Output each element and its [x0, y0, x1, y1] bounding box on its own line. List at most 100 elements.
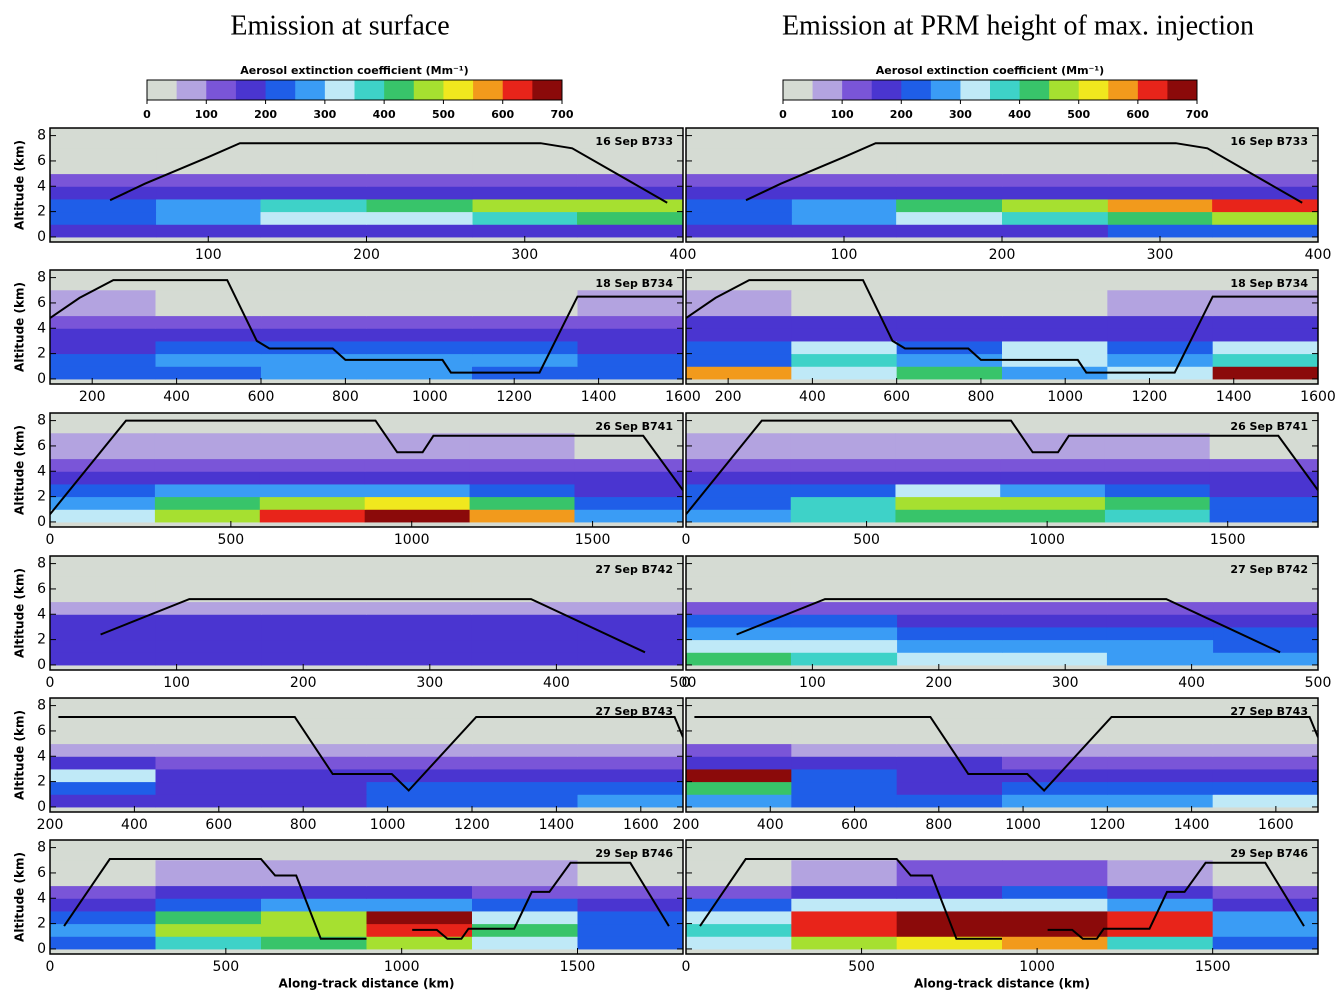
heatmap-cell — [50, 923, 156, 937]
heatmap-cell — [1002, 601, 1108, 615]
heatmap-cell — [1107, 315, 1214, 329]
heatmap-cell — [1107, 885, 1214, 899]
plot-area — [50, 128, 683, 242]
colorbar-swatch — [1167, 80, 1198, 100]
heatmap-cell — [896, 315, 1003, 329]
plot-frame — [685, 269, 1319, 385]
x-tick-label: 800 — [332, 389, 359, 405]
heatmap-cell — [791, 328, 898, 342]
flight-track — [50, 279, 683, 374]
heatmap-cell — [1209, 496, 1318, 510]
heatmap-cell — [1212, 756, 1318, 770]
heatmap-cell — [366, 718, 473, 745]
panel: 100 200 300 400 16 Sep B733 — [685, 127, 1331, 263]
heatmap-cell — [261, 353, 367, 367]
y-tick-label: 4 — [37, 178, 46, 194]
heatmap-cell — [1002, 860, 1108, 887]
heatmap-cell — [895, 496, 1001, 510]
x-tick-label: 100 — [163, 675, 190, 691]
heatmap-cell — [1107, 340, 1214, 355]
heatmap-cell — [472, 224, 578, 238]
heatmap-cell — [897, 601, 1003, 615]
heatmap-cell — [577, 768, 683, 783]
heatmap-cell — [790, 458, 896, 472]
heatmap-cell — [1213, 614, 1318, 628]
x-tick-label: 1600 — [1300, 389, 1336, 405]
panel: 0 500 1000 1500 26 Sep B741 — [682, 412, 1319, 548]
panel: 0 2 4 6 8 0 100 200 300 400 500 27 Sep B742 Altitude… — [13, 555, 696, 691]
heatmap-cell — [261, 781, 367, 795]
heatmap-cell — [686, 885, 792, 899]
heatmap-cell — [791, 860, 898, 887]
panel: 0 500 1000 1500 29 Sep B746 Along-track dista… — [682, 839, 1319, 991]
x-tick-label: 600 — [841, 817, 868, 833]
heatmap-cell — [790, 483, 896, 498]
colorbar-swatch — [443, 80, 474, 100]
heatmap-cell — [366, 860, 473, 887]
heatmap-cell — [261, 328, 367, 342]
heatmap-cell — [1107, 756, 1214, 770]
heatmap-cell — [896, 224, 1003, 238]
heatmap-cell — [261, 923, 367, 937]
heatmap-cell — [261, 366, 367, 380]
heatmap-cell — [1000, 483, 1106, 498]
x-tick-label: 600 — [248, 389, 275, 405]
heatmap-cell — [472, 781, 578, 795]
y-tick-label: 6 — [37, 438, 46, 454]
flight-track — [699, 858, 1305, 940]
heatmap-cell — [261, 315, 367, 329]
heatmap-cell — [1107, 923, 1214, 937]
heatmap-cell — [366, 794, 473, 808]
colorbar-title: Aerosol extinction coefficient (Mm⁻¹) — [876, 64, 1104, 77]
heatmap-cell — [1209, 509, 1318, 523]
heatmap-cell — [686, 366, 792, 380]
heatmap-cell — [155, 652, 262, 666]
y-tick-label: 0 — [37, 229, 46, 245]
y-tick-label: 2 — [37, 632, 46, 648]
colorbar-swatch — [812, 80, 843, 100]
heatmap-cell — [155, 639, 262, 653]
panel-label: 16 Sep B733 — [1230, 135, 1308, 148]
heatmap-cell — [155, 860, 262, 887]
heatmap-cell — [50, 211, 157, 225]
panel-label: 26 Sep B741 — [595, 420, 673, 433]
heatmap-cell — [686, 198, 793, 213]
heatmap-cell — [50, 768, 156, 783]
heatmap-cell — [50, 173, 157, 187]
heatmap-cell — [686, 315, 792, 329]
heatmap-cell — [366, 910, 473, 925]
heatmap-cell — [50, 898, 156, 912]
colorbar-swatch — [206, 80, 237, 100]
panel: 200 400 600 800 1000 1200 1400 1600 27 Sep B743 — [673, 697, 1319, 833]
x-tick-label: 400 — [670, 247, 697, 263]
heatmap-cell — [260, 148, 367, 175]
heatmap-cell — [577, 781, 683, 795]
x-tick-label: 0 — [46, 675, 55, 691]
x-tick-label: 400 — [121, 817, 148, 833]
heatmap-cell — [791, 756, 898, 770]
heatmap-cell — [896, 898, 1003, 912]
heatmap-cell — [896, 743, 1003, 757]
heatmap-cell — [686, 860, 792, 887]
heatmap-cell — [686, 224, 793, 238]
plot-area — [686, 270, 1318, 384]
heatmap-cell — [791, 186, 897, 200]
heatmap-cell — [791, 885, 898, 899]
heatmap-cell — [1002, 652, 1108, 666]
x-tick-label: 300 — [1147, 247, 1174, 263]
heatmap-cell — [50, 290, 156, 317]
heatmap-cell — [366, 340, 473, 355]
heatmap-cell — [155, 885, 262, 899]
heatmap-cell — [576, 173, 683, 187]
colorbar-tick-label: 0 — [143, 108, 151, 121]
heatmap-cell — [1209, 433, 1318, 460]
heatmap-cell — [1002, 885, 1108, 899]
y-tick-label: 8 — [37, 698, 46, 714]
heatmap-cell — [577, 290, 683, 317]
heatmap-cell — [1107, 768, 1214, 783]
colorbar-tick-label: 400 — [373, 108, 396, 121]
heatmap-cell — [366, 768, 473, 783]
heatmap-cell — [155, 315, 262, 329]
heatmap-cell — [50, 756, 156, 770]
heatmap-cell — [686, 483, 792, 498]
